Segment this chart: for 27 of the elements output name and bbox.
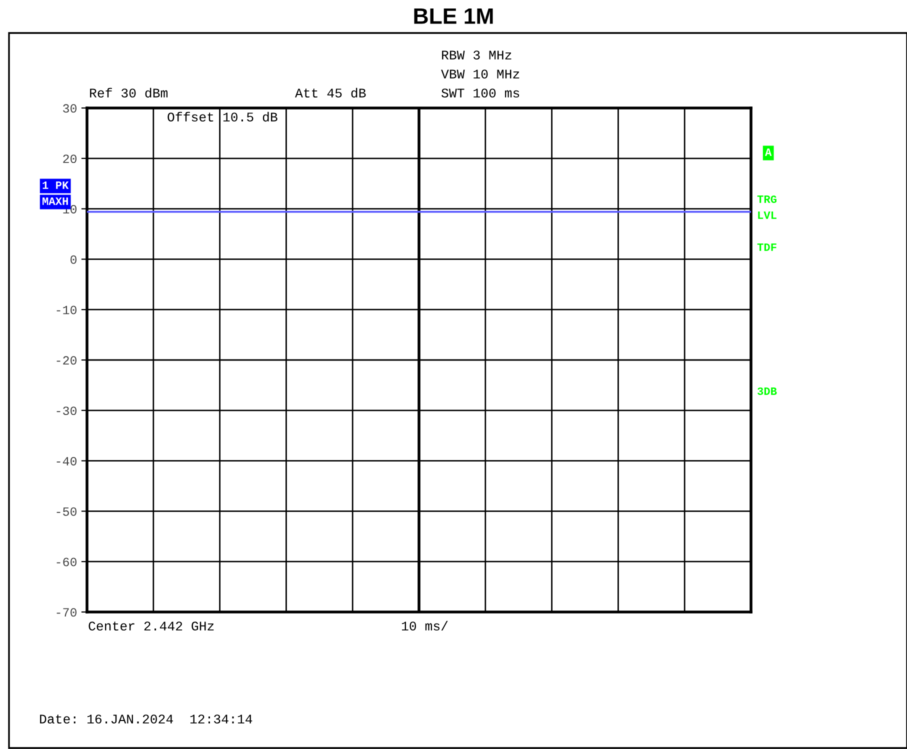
- y-tick-label: -50: [56, 507, 77, 516]
- y-tick-label: -10: [56, 306, 77, 314]
- text: Center 2.442 GHz: [88, 622, 214, 631]
- annotation: Offset 10.5 dB: [168, 112, 278, 122]
- text: Date: 16.JAN.2024 12:34:14: [40, 714, 252, 724]
- y-tick-label: 20: [63, 154, 77, 164]
- text: Att 45 dB: [295, 88, 366, 98]
- text: TDF: [757, 244, 776, 251]
- y-tick-label: 0: [70, 255, 77, 264]
- text: LVL: [758, 212, 776, 219]
- y-tick-label: -30: [56, 406, 77, 416]
- y-tick-label: -70: [56, 608, 77, 617]
- y-tick-label: -40: [56, 456, 77, 466]
- text: SWT 100 ms: [442, 88, 520, 98]
- text: MAXH: [42, 198, 68, 205]
- text: VBW 10 MHz: [441, 70, 520, 79]
- text: RBW 3 MHz: [442, 50, 512, 60]
- text: 3DB: [758, 387, 777, 395]
- y-tick-label: 30: [63, 104, 77, 113]
- text: A: [765, 148, 772, 156]
- chart-title: BLE 1M: [414, 8, 493, 24]
- text: Ref 30 dBm: [90, 88, 168, 98]
- text: 10 ms/: [402, 620, 448, 631]
- text: TRG: [757, 195, 776, 203]
- text: 1 PK: [42, 182, 69, 189]
- y-tick-label: -20: [56, 356, 77, 365]
- y-tick-label: -60: [56, 558, 77, 566]
